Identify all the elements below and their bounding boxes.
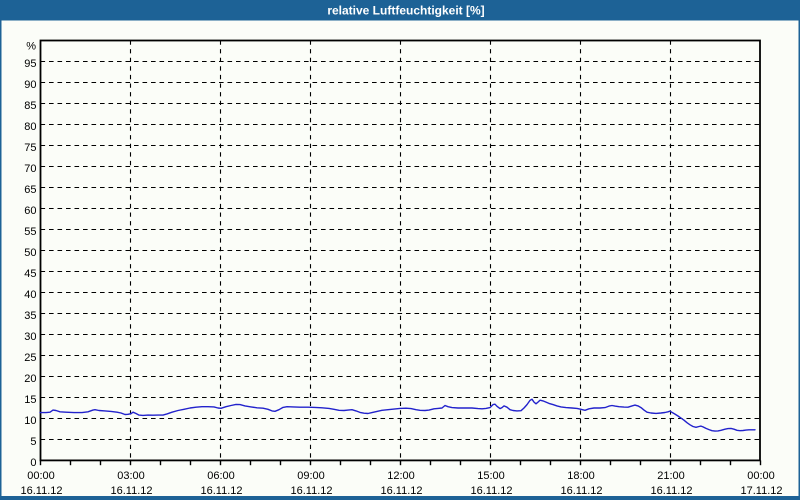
svg-text:16.11.12: 16.11.12 — [110, 485, 152, 497]
svg-text:17.11.12: 17.11.12 — [740, 485, 782, 497]
svg-text:00:00: 00:00 — [747, 470, 775, 482]
svg-text:10: 10 — [24, 415, 36, 427]
svg-text:16.11.12: 16.11.12 — [650, 485, 692, 497]
svg-text:0: 0 — [30, 457, 36, 469]
svg-text:45: 45 — [24, 268, 36, 280]
svg-text:15:00: 15:00 — [477, 470, 505, 482]
svg-text:21:00: 21:00 — [657, 470, 685, 482]
svg-text:25: 25 — [24, 352, 36, 364]
svg-text:00:00: 00:00 — [27, 470, 55, 482]
svg-text:16.11.12: 16.11.12 — [380, 485, 422, 497]
svg-text:5: 5 — [30, 436, 36, 448]
svg-text:09:00: 09:00 — [297, 470, 325, 482]
svg-text:16.11.12: 16.11.12 — [470, 485, 512, 497]
svg-text:16.11.12: 16.11.12 — [290, 485, 332, 497]
svg-text:16.11.12: 16.11.12 — [200, 485, 242, 497]
svg-text:65: 65 — [24, 184, 36, 196]
svg-text:%: % — [26, 41, 36, 53]
svg-text:60: 60 — [24, 205, 36, 217]
svg-text:50: 50 — [24, 247, 36, 259]
svg-text:16.11.12: 16.11.12 — [560, 485, 602, 497]
svg-text:80: 80 — [24, 121, 36, 133]
svg-text:06:00: 06:00 — [207, 470, 235, 482]
svg-text:55: 55 — [24, 226, 36, 238]
svg-text:16.11.12: 16.11.12 — [20, 485, 62, 497]
svg-text:15: 15 — [24, 394, 36, 406]
svg-text:75: 75 — [24, 142, 36, 154]
svg-text:12:00: 12:00 — [387, 470, 415, 482]
svg-text:35: 35 — [24, 310, 36, 322]
svg-text:18:00: 18:00 — [567, 470, 595, 482]
svg-text:40: 40 — [24, 289, 36, 301]
svg-text:30: 30 — [24, 331, 36, 343]
svg-text:03:00: 03:00 — [117, 470, 145, 482]
svg-text:95: 95 — [24, 58, 36, 70]
svg-text:20: 20 — [24, 373, 36, 385]
svg-text:85: 85 — [24, 100, 36, 112]
svg-text:70: 70 — [24, 163, 36, 175]
svg-text:relative Luftfeuchtigkeit [%]: relative Luftfeuchtigkeit [%] — [327, 4, 484, 18]
svg-text:90: 90 — [24, 79, 36, 91]
